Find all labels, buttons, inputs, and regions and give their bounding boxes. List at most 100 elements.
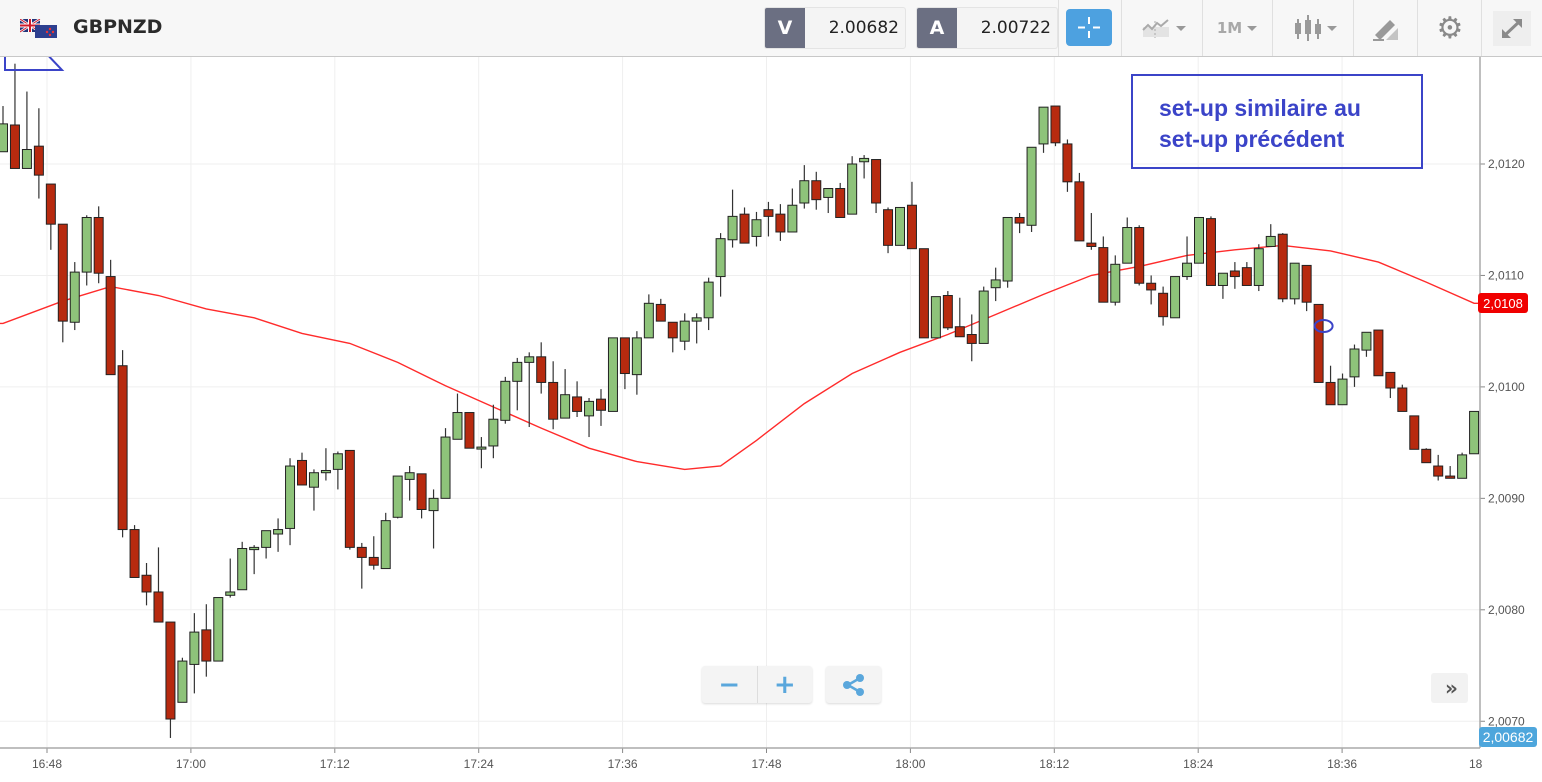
ask-value: 2.00722 <box>980 18 1051 38</box>
candle-body-down <box>33 145 44 176</box>
candle <box>596 389 606 426</box>
candle-body-down <box>45 183 56 225</box>
candle-body-down <box>1325 381 1336 406</box>
candle <box>691 313 702 344</box>
chart-type-dropdown[interactable] <box>1130 8 1196 48</box>
candle <box>105 259 116 376</box>
candle-body-down <box>1098 247 1109 303</box>
bid-quote[interactable]: V 2.00682 <box>764 7 906 49</box>
ask-quote[interactable]: A 2.00722 <box>916 7 1058 49</box>
share-button[interactable] <box>826 666 881 703</box>
settings-button[interactable]: ⚙ <box>1430 8 1470 48</box>
candle <box>428 489 439 549</box>
candle-body-up <box>225 591 236 596</box>
candle <box>261 530 272 559</box>
candlestick-icon <box>1294 15 1321 41</box>
candle-body-up <box>847 163 858 215</box>
candle <box>117 350 128 538</box>
candle-body-down <box>1313 303 1324 383</box>
candle <box>1086 213 1097 250</box>
candle <box>57 223 68 343</box>
candle <box>966 314 977 362</box>
candle <box>859 155 870 179</box>
candle-body-down <box>1146 282 1157 291</box>
x-tick-label: 18:24 <box>1183 757 1213 771</box>
zoom-in-button[interactable]: + <box>756 666 813 703</box>
candle <box>643 294 654 339</box>
candle <box>1445 466 1456 479</box>
x-tick-label: 18:00 <box>895 757 925 771</box>
candle-body-down <box>775 213 786 233</box>
candle <box>0 106 8 153</box>
candle-body-down <box>1158 292 1169 318</box>
candle-body-up <box>607 337 618 412</box>
candle <box>560 369 571 419</box>
candle <box>1265 224 1276 247</box>
candle <box>93 206 104 284</box>
candle-body-up <box>643 302 654 339</box>
candle <box>1289 262 1300 305</box>
candle <box>1002 216 1013 288</box>
candle-body-up <box>500 380 511 421</box>
candle-body-down <box>1385 371 1396 389</box>
candle <box>273 518 284 552</box>
annotation-textbox[interactable]: set-up similaire au set-up précédent <box>1131 74 1423 169</box>
candle <box>332 451 343 490</box>
candle-body-down <box>835 188 846 218</box>
candle-body-up <box>524 356 535 363</box>
candle <box>703 277 714 331</box>
candle-body-up <box>392 475 403 518</box>
x-tick-label: 18:36 <box>1327 757 1357 771</box>
candle-body-down <box>297 459 307 486</box>
candle <box>524 352 535 428</box>
candle-body-up <box>691 317 702 322</box>
candle <box>942 291 953 331</box>
fullscreen-button[interactable] <box>1493 11 1531 46</box>
candle <box>787 188 798 233</box>
annotation-line-2: set-up précédent <box>1159 126 1345 152</box>
candle <box>1014 213 1025 234</box>
candle <box>1110 255 1121 306</box>
crosshair-button[interactable] <box>1066 9 1112 46</box>
candle-body-down <box>9 124 20 169</box>
y-tick-label: 2,0080 <box>1488 603 1525 617</box>
candle-body-down <box>1074 181 1085 242</box>
candle-body-down <box>368 556 379 566</box>
candle <box>1098 236 1109 303</box>
drawing-tools-button[interactable] <box>1366 8 1406 48</box>
ma-price-tag: 2,0108 <box>1478 293 1528 313</box>
candle <box>356 542 367 589</box>
candle-body-down <box>883 209 894 246</box>
candle-body-up <box>703 281 714 319</box>
candle-body-up <box>1217 272 1228 286</box>
candle-style-dropdown[interactable] <box>1282 8 1348 48</box>
candle-body-down <box>93 216 104 274</box>
candle <box>584 398 595 438</box>
drawings-layer <box>4 7 1334 333</box>
candle <box>775 204 786 241</box>
scroll-to-latest-button[interactable]: » <box>1431 673 1468 703</box>
candle-body-down <box>1205 218 1216 286</box>
candle-body-up <box>1337 378 1348 406</box>
gear-icon: ⚙ <box>1436 10 1464 46</box>
candle <box>715 233 726 297</box>
candle-body-up <box>978 290 989 344</box>
timeframe-dropdown[interactable]: 1M <box>1208 8 1266 48</box>
zoom-out-button[interactable]: − <box>718 669 741 700</box>
candle-body-up <box>332 453 343 470</box>
candle <box>21 91 32 169</box>
candle-body-up <box>237 548 248 591</box>
candle <box>871 159 882 214</box>
candle-body-up <box>0 123 8 153</box>
bid-label: V <box>765 8 805 48</box>
candle <box>404 466 415 501</box>
candle-body-down <box>1050 105 1061 144</box>
candle-body-up <box>488 418 499 447</box>
candle-body-down <box>942 295 953 329</box>
chart-grid <box>0 57 1480 748</box>
candle <box>1385 371 1396 399</box>
candle <box>1229 262 1240 289</box>
candle <box>1361 331 1372 357</box>
candle-body-down <box>954 326 965 338</box>
